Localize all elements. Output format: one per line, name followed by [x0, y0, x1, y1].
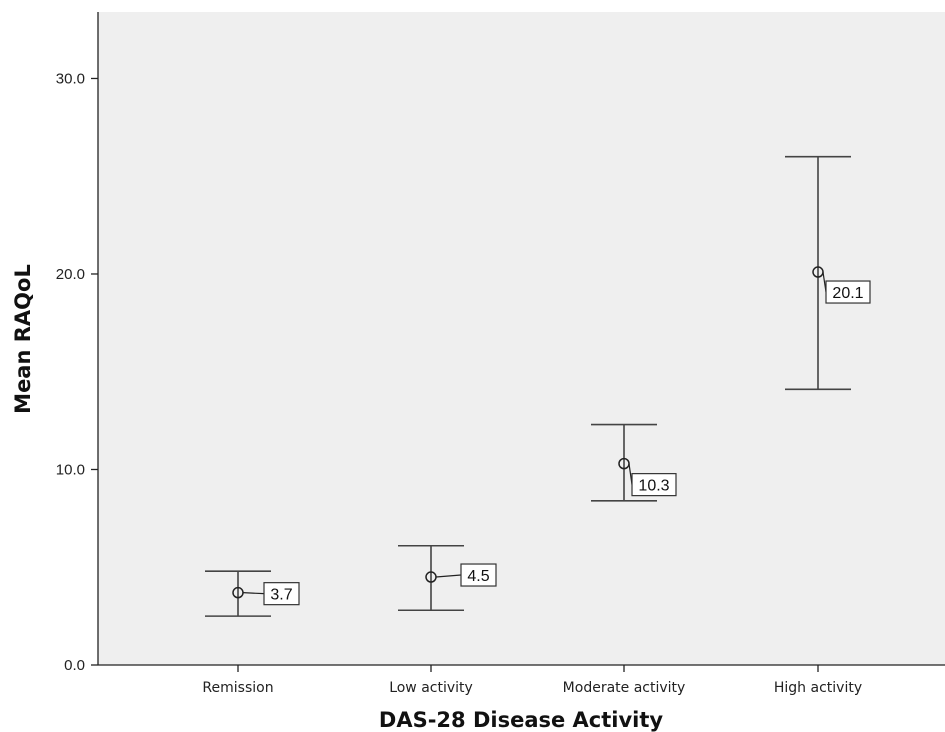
label-leader [242, 592, 265, 595]
x-tick-label: Low activity [389, 680, 473, 696]
plot-area [98, 12, 945, 665]
data-label-box [631, 473, 677, 497]
y-tick-label: 20.0 [56, 266, 85, 283]
error-bar-group: 10.3 [591, 423, 677, 502]
data-label: 3.7 [270, 587, 292, 604]
data-label-box [825, 280, 871, 304]
data-marks: 3.7 4.5 10.3 20.1 [205, 155, 871, 617]
x-tick-label: Remission [202, 680, 273, 696]
data-label-box [263, 582, 300, 606]
error-bar-group: 4.5 [398, 544, 497, 612]
label-leader [435, 574, 462, 578]
data-label: 10.3 [638, 478, 669, 495]
x-axis: Remission Low activity Moderate activity Hi… [98, 664, 945, 696]
y-axis-title: Mean RAQoL [11, 264, 35, 414]
y-tick-label: 10.0 [56, 461, 85, 478]
data-label: 20.1 [832, 285, 863, 302]
x-tick-label: Moderate activity [563, 680, 686, 696]
y-axis: 0.0 10.0 20.0 30.0 [56, 12, 99, 674]
x-tick-label: High activity [774, 680, 862, 696]
x-axis-title: DAS-28 Disease Activity [379, 708, 664, 732]
error-bar-group: 3.7 [205, 570, 300, 617]
error-bar-group: 20.1 [785, 155, 871, 391]
data-label-box [460, 563, 497, 587]
y-tick-label: 0.0 [64, 657, 85, 674]
y-tick-label: 30.0 [56, 70, 85, 87]
data-label: 4.5 [467, 568, 489, 585]
